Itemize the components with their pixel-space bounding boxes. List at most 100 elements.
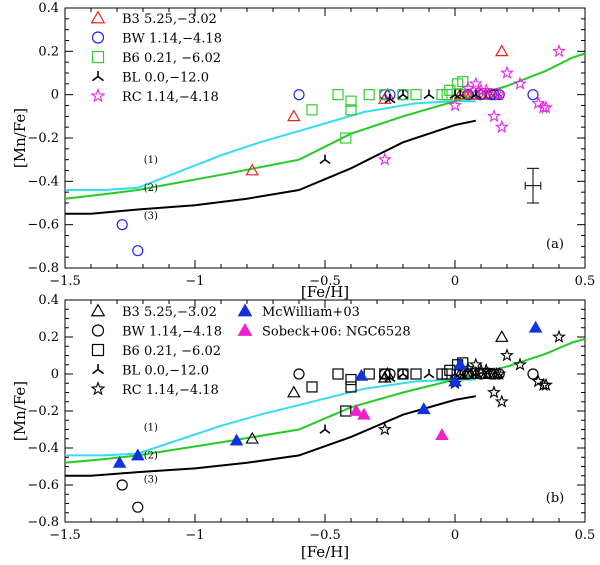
- data-point: [293, 368, 305, 380]
- model-curve: [65, 100, 476, 191]
- legend-label: BW 1.14,−4.18: [122, 32, 222, 47]
- data-point: [435, 428, 449, 440]
- y-tick-label: −0.6: [27, 218, 59, 233]
- data-point: [487, 108, 501, 123]
- data-point: [410, 89, 422, 101]
- x-tick-label: −0.5: [309, 274, 341, 289]
- legend-marker: [91, 324, 105, 337]
- curve-label: (1): [144, 422, 158, 433]
- legend-label: BL 0.0,−12.0: [122, 71, 209, 86]
- series-square: [306, 357, 469, 417]
- data-point: [397, 89, 409, 100]
- legend-marker: [237, 303, 253, 317]
- data-point: [479, 82, 494, 97]
- series-tripod: [319, 89, 482, 165]
- panel-label: (b): [546, 491, 564, 506]
- data-point: [454, 369, 466, 379]
- model-curve: [65, 119, 477, 215]
- data-point: [410, 368, 422, 380]
- y-tick-label: 0: [51, 88, 59, 103]
- data-point: [539, 377, 553, 392]
- series-triangle-filled: [349, 404, 449, 440]
- data-point: [444, 84, 456, 96]
- data-point: [470, 369, 482, 379]
- data-point: [319, 424, 331, 434]
- legend-marker: [91, 343, 105, 357]
- data-point: [293, 89, 305, 101]
- data-point: [495, 330, 509, 342]
- data-point: [513, 76, 527, 90]
- data-point: [461, 80, 475, 95]
- data-point: [306, 381, 318, 393]
- curve-label: (3): [144, 475, 158, 486]
- x-tick-label: −1: [185, 274, 204, 289]
- y-tick-label: −0.8: [27, 261, 59, 276]
- legend-label: McWilliam+03: [262, 305, 360, 320]
- data-point: [500, 348, 514, 362]
- curve-label: (2): [144, 450, 158, 461]
- data-point: [423, 89, 435, 100]
- data-point: [454, 89, 466, 100]
- data-point: [448, 374, 462, 387]
- data-point: [354, 368, 369, 381]
- data-point: [132, 245, 144, 257]
- data-point: [116, 219, 128, 231]
- y-tick-label: −0.4: [27, 174, 59, 189]
- data-point: [345, 95, 357, 107]
- legend-label: BW 1.14,−4.18: [122, 325, 222, 340]
- data-point: [229, 433, 244, 446]
- x-tick-label: 0.5: [575, 528, 596, 543]
- y-tick-label: −0.2: [27, 131, 59, 146]
- legend-marker: [90, 10, 106, 24]
- legend: B3 5.25,−3.02 BW 1.14,−4.18 B6 0.21, −6.02…: [90, 303, 411, 398]
- data-point: [345, 373, 357, 386]
- data-point: [495, 44, 509, 57]
- data-point: [539, 100, 553, 114]
- legend-marker: [90, 381, 106, 396]
- y-tick-label: −0.2: [27, 404, 59, 419]
- legend-label: B3 5.25,−3.02: [122, 12, 217, 27]
- legend-label: RC 1.14,−4.18: [122, 383, 219, 398]
- curve-label: (2): [144, 183, 158, 194]
- data-point: [245, 163, 259, 176]
- data-point: [287, 385, 301, 398]
- legend-label: B3 5.25,−3.02: [122, 305, 217, 320]
- model-curve: [64, 52, 586, 200]
- data-point: [332, 368, 344, 380]
- data-point: [453, 357, 467, 370]
- data-point: [332, 89, 344, 101]
- chart-panel-2: −1.5 −1 −0.5 0 0.5 −0.8 −0.6 −0.4 −0.2 0 0.2 0.4 [Fe…: [11, 293, 595, 561]
- data-point: [527, 89, 539, 101]
- x-tick-label: −1.5: [49, 274, 81, 289]
- data-point: [528, 320, 543, 333]
- data-point: [287, 109, 301, 122]
- data-point: [492, 87, 507, 101]
- data-point: [468, 357, 483, 371]
- data-point: [513, 357, 527, 371]
- data-point: [470, 89, 482, 100]
- data-point: [132, 501, 144, 513]
- y-tick-label: 0.4: [38, 293, 59, 308]
- data-point: [462, 89, 474, 101]
- data-point: [245, 431, 259, 444]
- data-point: [397, 369, 409, 379]
- data-point: [417, 402, 431, 415]
- data-point: [384, 372, 396, 383]
- data-point: [377, 422, 392, 436]
- data-point: [112, 455, 127, 468]
- data-point: [131, 448, 145, 461]
- x-axis-label: [Fe/H]: [301, 543, 349, 561]
- curve-label: (1): [144, 155, 158, 166]
- data-point: [492, 366, 507, 380]
- series-circle: [116, 89, 539, 257]
- x-tick-label: 0.5: [575, 274, 596, 289]
- data-point: [552, 43, 566, 58]
- legend-marker: [92, 364, 104, 375]
- y-tick-label: −0.6: [27, 478, 59, 493]
- plot-frame: [64, 7, 586, 269]
- y-axis-label: [Mn/Fe]: [11, 381, 29, 441]
- data-point: [448, 98, 462, 112]
- data-point: [479, 362, 494, 377]
- legend-marker: [90, 303, 106, 317]
